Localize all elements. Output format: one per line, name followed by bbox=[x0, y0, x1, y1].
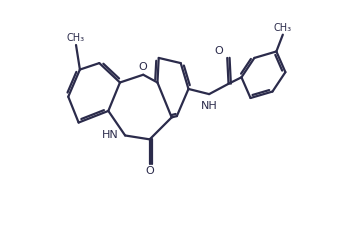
Text: O: O bbox=[145, 166, 154, 176]
Text: CH₃: CH₃ bbox=[67, 33, 85, 43]
Text: CH₃: CH₃ bbox=[274, 23, 292, 33]
Text: HN: HN bbox=[102, 130, 119, 141]
Text: O: O bbox=[215, 46, 223, 56]
Text: NH: NH bbox=[201, 101, 218, 111]
Text: O: O bbox=[139, 62, 148, 72]
